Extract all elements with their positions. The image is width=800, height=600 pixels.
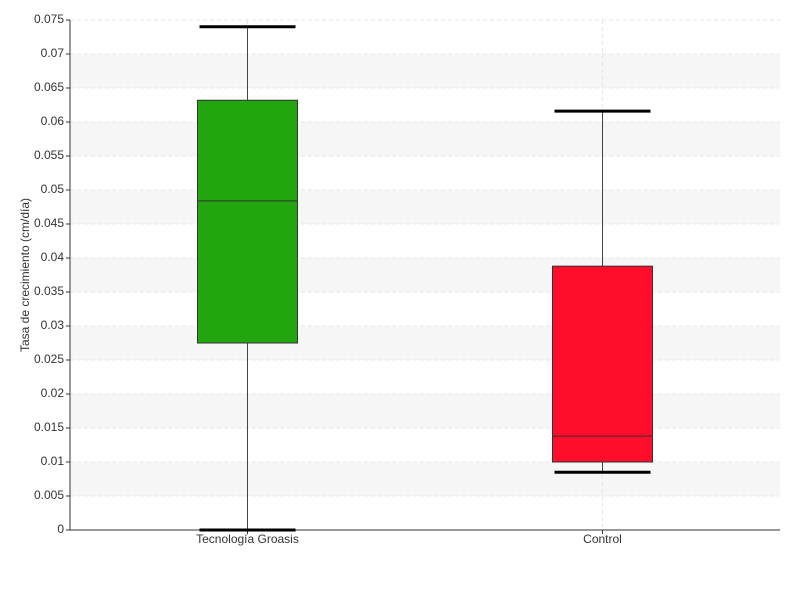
x-tick-label: Control (583, 532, 622, 546)
y-tick-label: 0 (57, 522, 64, 536)
y-tick-label: 0.05 (41, 182, 65, 196)
y-tick-label: 0.055 (34, 148, 64, 162)
y-tick-label: 0.07 (41, 46, 65, 60)
grid-band (70, 394, 780, 428)
box (552, 265, 653, 463)
grid-band (70, 190, 780, 224)
y-tick-label: 0.045 (34, 216, 64, 230)
y-tick-label: 0.075 (34, 12, 64, 26)
y-tick-label: 0.015 (34, 420, 64, 434)
y-tick-label: 0.065 (34, 80, 64, 94)
box (197, 99, 298, 344)
grid-band (70, 122, 780, 156)
y-tick-label: 0.06 (41, 114, 65, 128)
y-tick-label: 0.02 (41, 386, 65, 400)
grid-band (70, 258, 780, 292)
y-tick-label: 0.01 (41, 454, 65, 468)
x-tick-label: Tecnología Groasis (196, 532, 299, 546)
y-tick-label: 0.025 (34, 352, 64, 366)
y-tick-label: 0.04 (41, 250, 65, 264)
y-axis-label: Tasa de crecimiento (cm/día) (18, 198, 32, 352)
grid-band (70, 462, 780, 496)
grid-band (70, 54, 780, 88)
grid-band (70, 326, 780, 360)
y-tick-label: 0.035 (34, 284, 64, 298)
y-tick-label: 0.03 (41, 318, 65, 332)
y-tick-label: 0.005 (34, 488, 64, 502)
